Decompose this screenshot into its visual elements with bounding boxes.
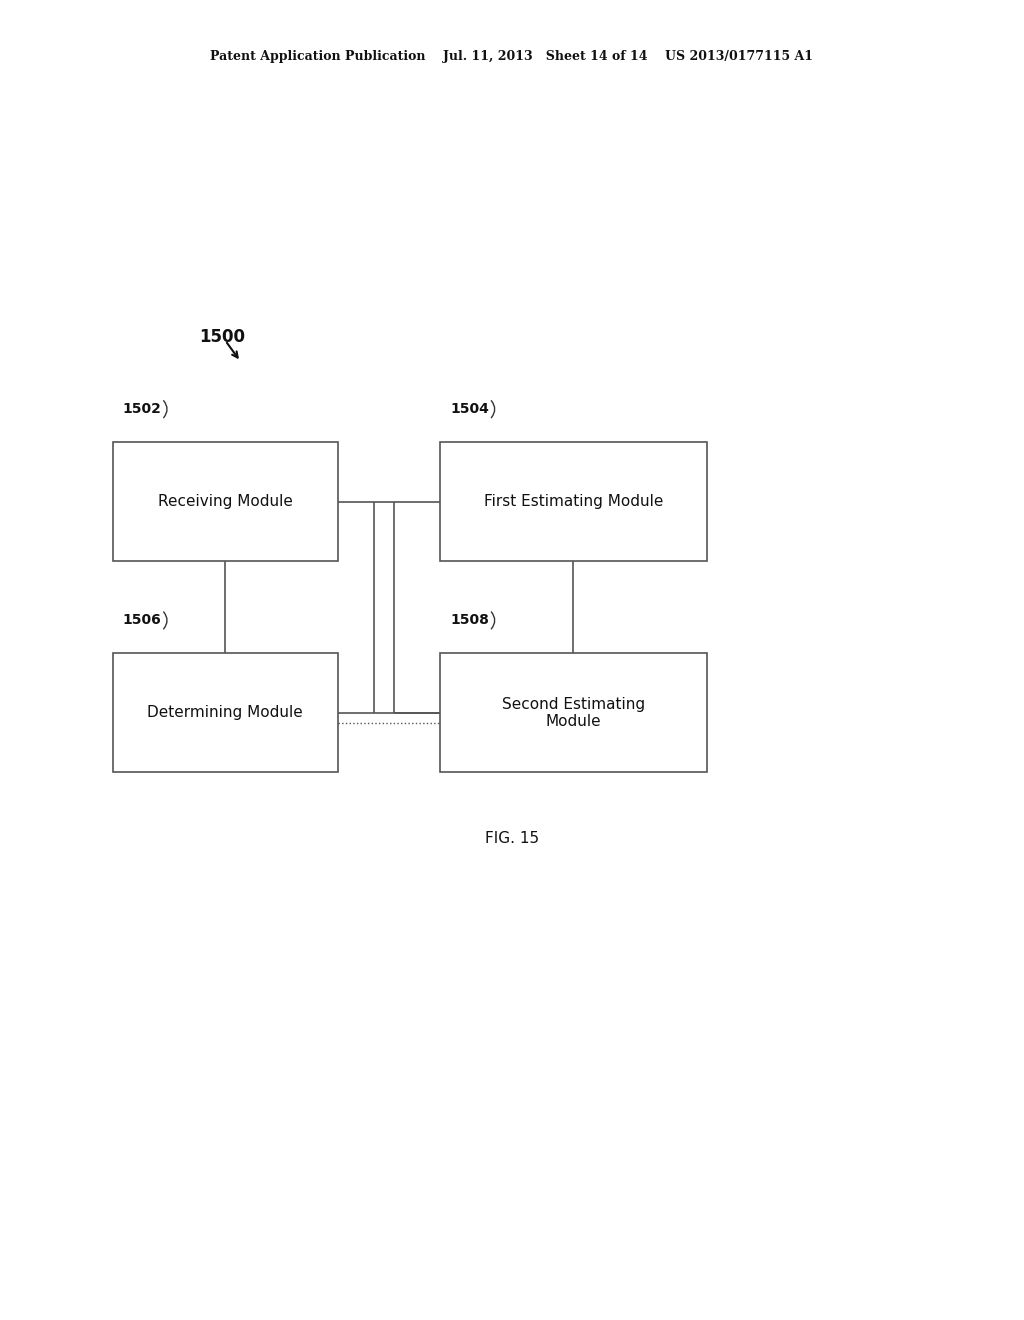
Text: 1508: 1508 — [451, 614, 489, 627]
Text: 1500: 1500 — [200, 327, 246, 346]
Text: 1502: 1502 — [123, 403, 162, 416]
Text: Patent Application Publication    Jul. 11, 2013   Sheet 14 of 14    US 2013/0177: Patent Application Publication Jul. 11, … — [211, 50, 813, 63]
FancyBboxPatch shape — [440, 442, 707, 561]
Text: FIG. 15: FIG. 15 — [485, 830, 539, 846]
FancyBboxPatch shape — [113, 442, 338, 561]
Text: Receiving Module: Receiving Module — [158, 494, 293, 510]
Text: 1504: 1504 — [451, 403, 489, 416]
Text: Determining Module: Determining Module — [147, 705, 303, 721]
Text: First Estimating Module: First Estimating Module — [483, 494, 664, 510]
Text: 1506: 1506 — [123, 614, 162, 627]
FancyBboxPatch shape — [440, 653, 707, 772]
Text: Second Estimating
Module: Second Estimating Module — [502, 697, 645, 729]
FancyBboxPatch shape — [113, 653, 338, 772]
